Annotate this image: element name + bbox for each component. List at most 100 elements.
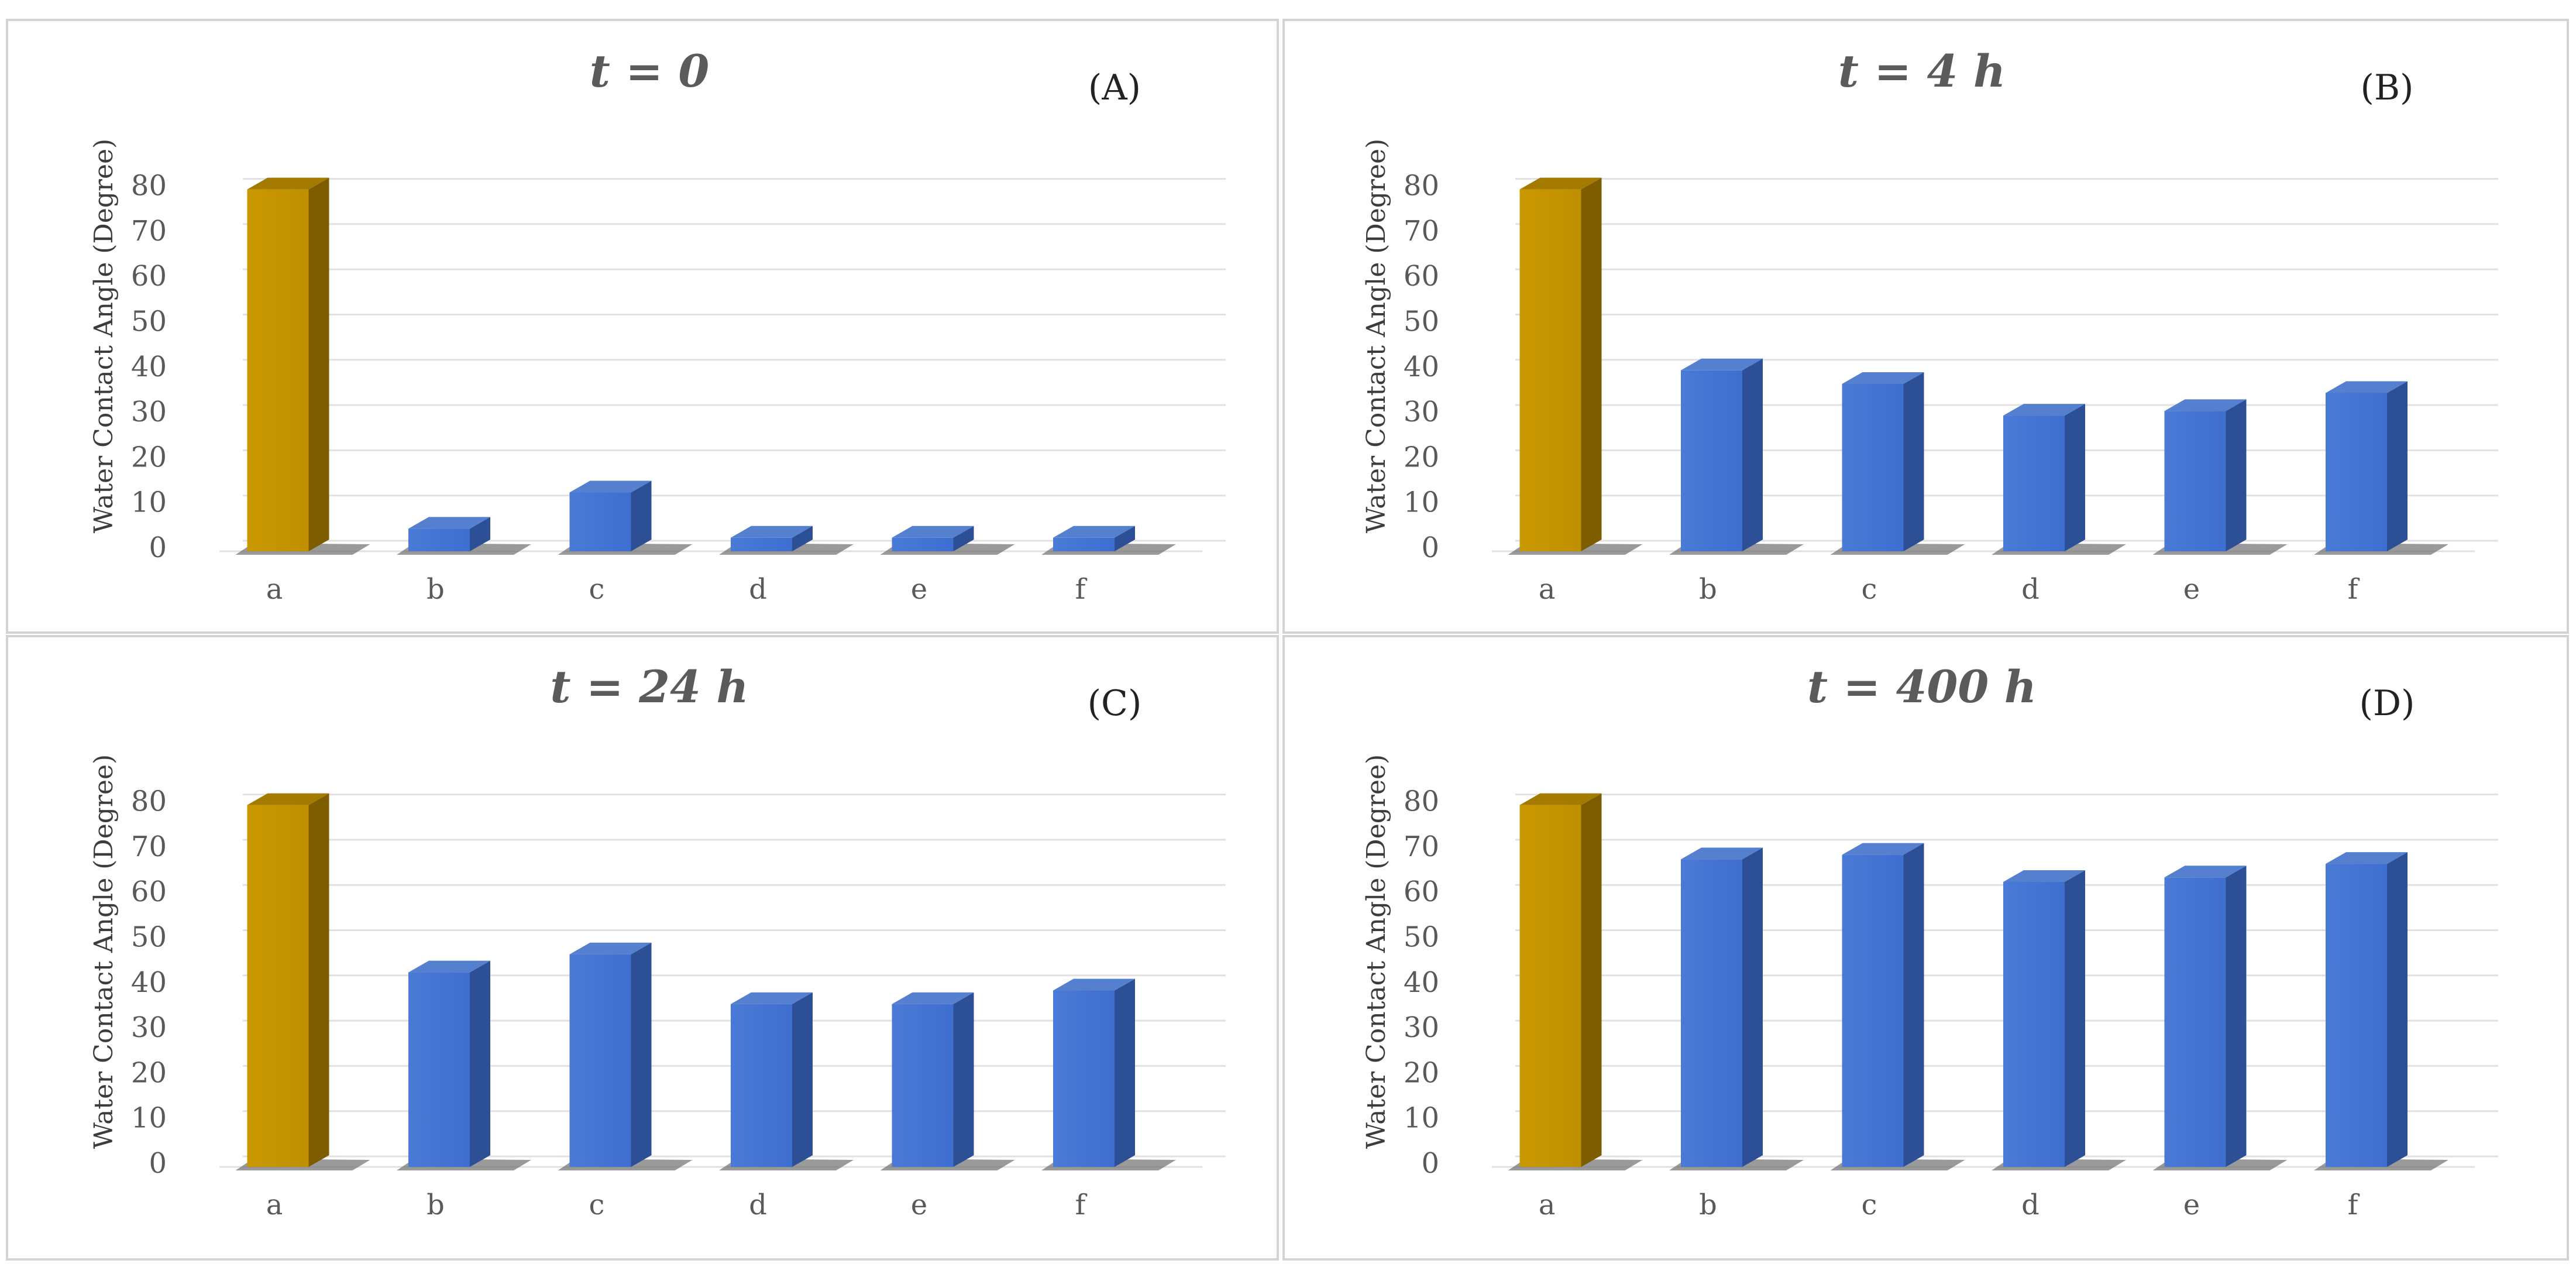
bar-side xyxy=(1742,358,1763,551)
bar-top xyxy=(408,960,490,973)
y-tick-label: 50 xyxy=(131,305,167,338)
panel-label: (B) xyxy=(2361,67,2414,108)
bar-side xyxy=(2226,399,2247,551)
bar-front xyxy=(1519,189,1581,552)
y-tick-label: 20 xyxy=(131,441,167,473)
bar-side xyxy=(792,526,813,551)
bar-front xyxy=(1053,537,1115,551)
x-tick-label: c xyxy=(589,573,605,606)
chart-title: t = 4 h xyxy=(1838,45,2006,97)
bar-b xyxy=(397,960,531,1170)
x-tick-label: d xyxy=(2021,573,2040,606)
bar-top xyxy=(569,480,652,493)
y-tick-label: 60 xyxy=(131,875,167,908)
y-tick-label: 80 xyxy=(131,170,167,202)
y-tick-label: 50 xyxy=(131,921,167,954)
y-axis-title: Water Contact Angle (Degree) xyxy=(89,754,119,1149)
bar-top xyxy=(408,517,490,529)
bar-top xyxy=(1681,358,1763,370)
y-tick-label: 30 xyxy=(131,396,167,428)
bar-d xyxy=(719,992,854,1170)
bar-top xyxy=(1519,177,1602,190)
x-tick-label: e xyxy=(2183,1189,2200,1221)
y-tick-label: 70 xyxy=(131,215,167,248)
bar-front xyxy=(408,972,470,1167)
y-tick-label: 80 xyxy=(1404,170,1439,202)
bar-d xyxy=(1992,870,2126,1170)
chart-panel-b: t = 4 h (B) Water Contact Angle (Degree) 0 1… xyxy=(1282,19,2569,634)
y-axis-title: Water Contact Angle (Degree) xyxy=(1361,754,1391,1149)
bar-d xyxy=(719,526,854,555)
bar-side xyxy=(1742,847,1763,1167)
x-tick-label: b xyxy=(1699,573,1717,606)
y-axis-title: Water Contact Angle (Degree) xyxy=(1361,139,1391,533)
x-tick-label: d xyxy=(749,573,767,606)
chart-panel-d: t = 400 h (D) Water Contact Angle (Degree)… xyxy=(1282,635,2569,1261)
y-tick-label: 40 xyxy=(1404,351,1439,383)
bar-front xyxy=(2326,393,2387,551)
bar-top xyxy=(247,793,329,805)
bar-side xyxy=(1903,372,1924,551)
bar-front xyxy=(2003,882,2065,1167)
y-tick-label: 60 xyxy=(1404,260,1439,293)
y-axis-title: Water Contact Angle (Degree) xyxy=(89,139,119,533)
x-tick-label: a xyxy=(266,1189,283,1221)
bar-top xyxy=(892,992,974,1004)
y-tick-label: 80 xyxy=(1404,785,1439,818)
chart-panel-c: t = 24 h (C) Water Contact Angle (Degree) 0… xyxy=(6,635,1279,1261)
y-tick-label: 20 xyxy=(1404,1056,1439,1089)
bar-side xyxy=(1903,843,1924,1167)
y-tick-label: 40 xyxy=(131,351,167,383)
bar-top xyxy=(731,526,813,538)
y-tick-label: 10 xyxy=(131,1102,167,1135)
bar-front xyxy=(2164,877,2226,1167)
y-tick-label: 80 xyxy=(131,785,167,818)
bar-front xyxy=(569,492,631,551)
bar-top xyxy=(1842,372,1924,384)
y-tick-label: 70 xyxy=(1404,830,1439,863)
bar-front xyxy=(2164,411,2226,551)
bar-top xyxy=(2326,381,2408,393)
y-tick-label: 0 xyxy=(149,531,167,564)
bar-side xyxy=(953,526,974,551)
y-tick-label: 10 xyxy=(1404,1102,1439,1135)
bar-side xyxy=(953,992,974,1167)
x-tick-label: a xyxy=(1539,1189,1556,1221)
bar-side xyxy=(1115,978,1135,1167)
bar-front xyxy=(2003,416,2065,551)
bar-top xyxy=(892,526,974,538)
bar-top xyxy=(2326,852,2408,864)
bar-b xyxy=(1669,358,1804,555)
bar-side xyxy=(308,177,329,552)
bar-side xyxy=(2226,866,2247,1167)
bar-f xyxy=(1041,978,1176,1170)
bar-side xyxy=(308,793,329,1167)
bar-front xyxy=(731,537,792,551)
x-tick-label: a xyxy=(266,573,283,606)
bar-side xyxy=(470,517,490,551)
y-tick-label: 0 xyxy=(1421,1147,1439,1180)
y-tick-label: 60 xyxy=(1404,875,1439,908)
y-tick-label: 40 xyxy=(1404,966,1439,999)
chart-title: t = 24 h xyxy=(550,661,748,713)
x-tick-label: e xyxy=(2183,573,2200,606)
bar-e xyxy=(880,992,1015,1170)
bar-side xyxy=(2065,870,2085,1167)
chart-title: t = 0 xyxy=(590,45,710,97)
chart-title: t = 400 h xyxy=(1807,661,2037,713)
bar-top xyxy=(1519,793,1602,805)
bar-front xyxy=(2326,864,2387,1167)
y-tick-label: 70 xyxy=(131,830,167,863)
bar-top xyxy=(2164,399,2247,411)
y-tick-label: 70 xyxy=(1404,215,1439,248)
bar-b xyxy=(1669,847,1804,1170)
x-tick-label: b xyxy=(427,1189,445,1221)
bar-front xyxy=(1681,859,1742,1167)
bar-e xyxy=(2152,399,2288,555)
x-tick-label: f xyxy=(1075,573,1088,606)
y-tick-label: 0 xyxy=(149,1147,167,1180)
bar-top xyxy=(1053,526,1135,538)
panel-label: (C) xyxy=(1088,683,1142,724)
bar-side xyxy=(470,960,490,1167)
bar-front xyxy=(1842,854,1904,1167)
